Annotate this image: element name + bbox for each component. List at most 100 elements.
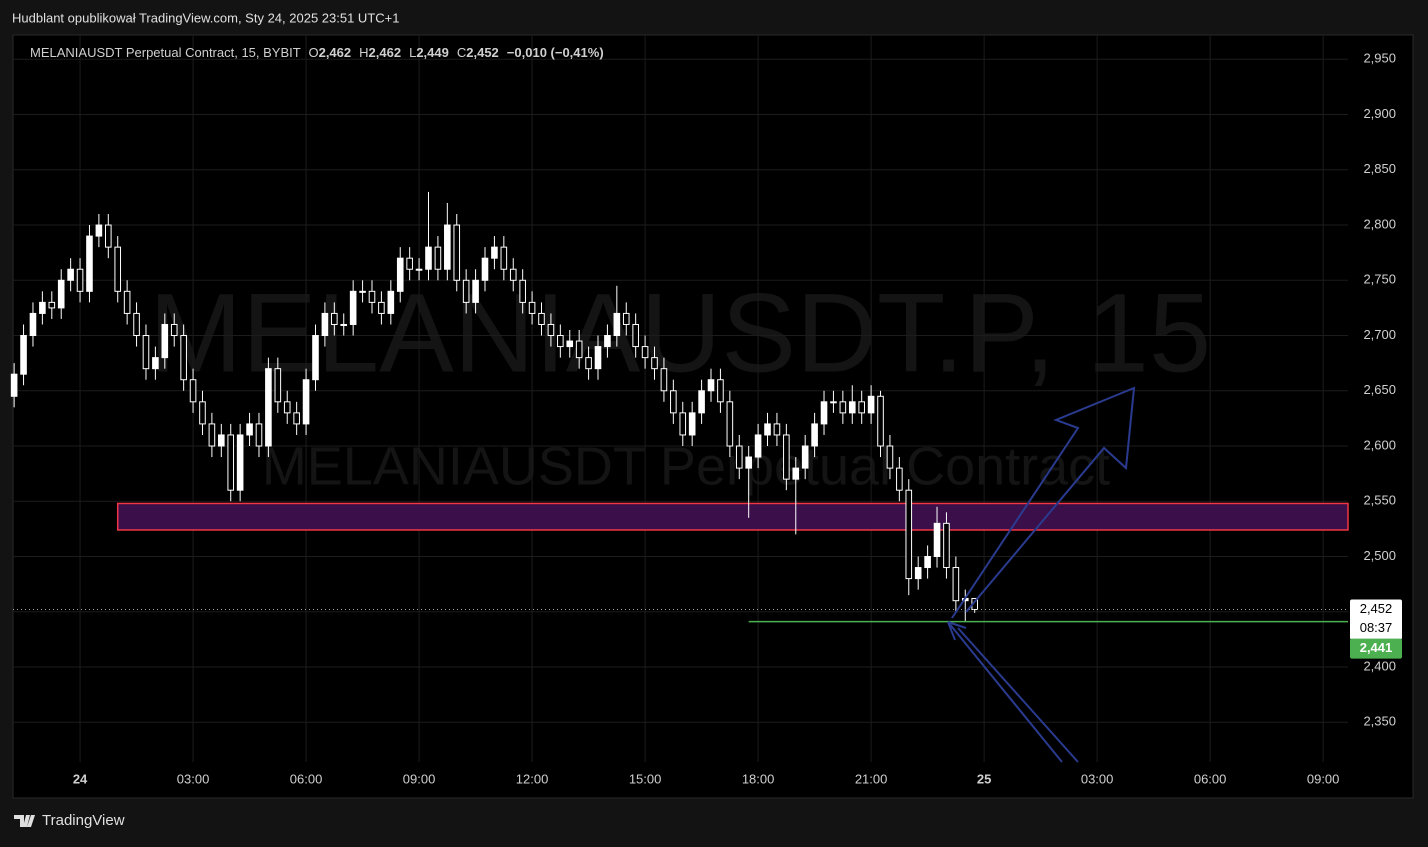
chart-pane: [12, 34, 1414, 799]
candle: [340, 313, 348, 336]
candle-body: [688, 412, 696, 436]
candle: [57, 269, 65, 319]
candle: [453, 213, 461, 292]
candle-body: [57, 279, 65, 309]
candle-body: [801, 445, 809, 469]
candle: [283, 390, 291, 424]
candle: [933, 506, 941, 568]
candle-body: [811, 423, 818, 447]
candle: [39, 291, 46, 325]
x-tick-label: 21:00: [855, 771, 888, 786]
candle-body: [651, 357, 658, 370]
candle: [378, 291, 385, 325]
y-tick-label: 2,950: [1363, 51, 1396, 66]
candle-body: [114, 246, 122, 292]
candle-body: [283, 401, 291, 414]
y-tick-label: 2,500: [1363, 548, 1396, 563]
candle: [20, 324, 27, 386]
candle-body: [227, 434, 235, 491]
legend-value: 2,462: [369, 45, 402, 60]
candle-body: [500, 246, 508, 270]
candle-body: [152, 357, 159, 370]
x-tick-label: 18:00: [742, 771, 775, 786]
candle-body: [905, 489, 913, 580]
candle-body: [641, 346, 649, 359]
candle-body: [519, 279, 526, 303]
legend-item: O: [308, 45, 318, 60]
candle: [199, 390, 206, 435]
last-price-label: 2,452: [1360, 601, 1393, 616]
candle-body: [707, 379, 715, 392]
candle-body: [312, 335, 319, 381]
candle-body: [867, 395, 875, 414]
candle-body: [670, 390, 677, 414]
candle-body: [425, 246, 432, 270]
candle-body: [604, 335, 611, 348]
candle: [218, 423, 225, 458]
countdown: 08:37: [1360, 620, 1393, 635]
candle: [575, 329, 583, 369]
candle-body: [39, 301, 46, 314]
legend-value: 2,452: [466, 45, 499, 60]
candle: [236, 423, 244, 502]
candle: [830, 390, 837, 413]
candle-body: [830, 401, 837, 404]
candle: [293, 401, 300, 435]
x-tick-label: 03:00: [177, 771, 210, 786]
candle-body: [340, 323, 348, 326]
candle-body: [820, 401, 828, 425]
candle-body: [528, 301, 536, 314]
candle: [142, 324, 150, 380]
candle: [886, 434, 894, 480]
candle: [867, 385, 875, 424]
candle: [434, 236, 442, 281]
y-tick-label: 2,900: [1363, 106, 1396, 121]
candle: [679, 401, 687, 447]
candle: [585, 346, 592, 380]
candle: [698, 379, 705, 424]
candle-body: [848, 401, 856, 414]
candle-body: [133, 312, 140, 337]
candle: [952, 556, 960, 612]
candle: [387, 280, 395, 325]
candle-body: [20, 335, 27, 375]
candle-body: [415, 268, 423, 271]
x-tick-label: 25: [977, 771, 991, 786]
x-tick-label: 24: [73, 771, 88, 786]
candle: [660, 357, 668, 402]
candle-body: [321, 312, 329, 337]
candle: [265, 357, 272, 458]
candle-body: [877, 395, 884, 447]
candle: [528, 291, 536, 325]
candle-body: [509, 268, 517, 281]
candle-body: [255, 423, 263, 447]
legend-item: C: [457, 45, 466, 60]
candle-body: [773, 423, 781, 436]
last-price-box: [1350, 599, 1402, 640]
candle-body: [745, 456, 752, 469]
candle-body: [378, 301, 385, 314]
candle-body: [896, 467, 903, 491]
y-tick-label: 2,400: [1363, 658, 1396, 673]
candle: [820, 390, 828, 435]
candle: [707, 368, 715, 402]
candle-body: [952, 567, 960, 602]
candle-body: [123, 290, 131, 314]
drawn-arrow-up: [951, 386, 1136, 619]
candle-body: [293, 412, 300, 425]
candle: [688, 401, 696, 447]
candle-body: [180, 335, 187, 381]
candle-body: [462, 279, 470, 303]
candle-body: [839, 401, 847, 414]
candle-body: [557, 335, 564, 348]
candle-body: [538, 312, 545, 325]
candle: [792, 457, 800, 535]
candle: [858, 390, 865, 424]
candle: [896, 457, 903, 502]
candle: [10, 363, 18, 408]
candle: [161, 313, 169, 369]
candle: [641, 335, 649, 369]
candle-body: [387, 290, 395, 314]
candle-body: [331, 312, 338, 325]
candle-body: [349, 290, 357, 325]
